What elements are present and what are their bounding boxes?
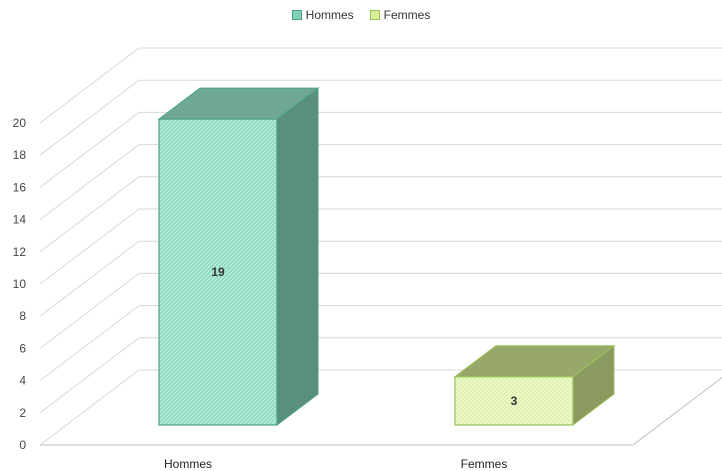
chart-floor xyxy=(40,376,722,446)
chart-legend: Hommes Femmes xyxy=(0,8,722,22)
legend-item-femmes[interactable]: Femmes xyxy=(369,8,431,22)
bar-hommes[interactable]: 19 xyxy=(157,87,320,427)
gridline xyxy=(39,79,722,156)
legend-swatch-femmes xyxy=(369,10,380,20)
data-label-hommes: 19 xyxy=(211,265,225,279)
grid-layer xyxy=(39,47,722,446)
x-axis-categories: Hommes Femmes xyxy=(164,457,507,471)
y-tick-label: 16 xyxy=(13,180,27,194)
bars-layer: 19 3 xyxy=(157,87,616,427)
y-tick-label: 18 xyxy=(13,148,27,162)
bar-femmes[interactable]: 3 xyxy=(453,344,616,427)
gridline xyxy=(39,47,722,124)
y-tick-label: 14 xyxy=(13,213,27,227)
legend-label-femmes: Femmes xyxy=(383,8,431,22)
legend-item-hommes[interactable]: Hommes xyxy=(291,8,354,22)
y-tick-label: 12 xyxy=(13,245,27,259)
gridline xyxy=(39,240,722,317)
gridline xyxy=(39,305,722,381)
gridline xyxy=(39,272,722,349)
y-tick-label: 6 xyxy=(19,341,26,355)
y-tick-label: 2 xyxy=(19,406,26,420)
gridline xyxy=(39,369,722,446)
y-tick-label: 0 xyxy=(19,438,26,452)
x-category-label: Femmes xyxy=(461,457,508,471)
y-tick-label: 10 xyxy=(13,277,27,291)
legend-label-hommes: Hommes xyxy=(305,8,354,22)
gridline xyxy=(39,176,722,253)
y-tick-label: 8 xyxy=(19,309,26,323)
x-category-label: Hommes xyxy=(164,457,212,471)
data-label-femmes: 3 xyxy=(511,394,518,408)
gridline xyxy=(39,337,722,414)
legend-swatch-hommes xyxy=(291,10,302,20)
gridline xyxy=(39,208,722,285)
y-axis-ticks: 0 2 4 6 8 10 12 14 16 18 20 xyxy=(13,116,27,452)
gridline xyxy=(39,144,722,220)
y-tick-label: 4 xyxy=(19,374,26,388)
y-tick-label: 20 xyxy=(13,116,27,130)
gridline xyxy=(39,111,722,188)
